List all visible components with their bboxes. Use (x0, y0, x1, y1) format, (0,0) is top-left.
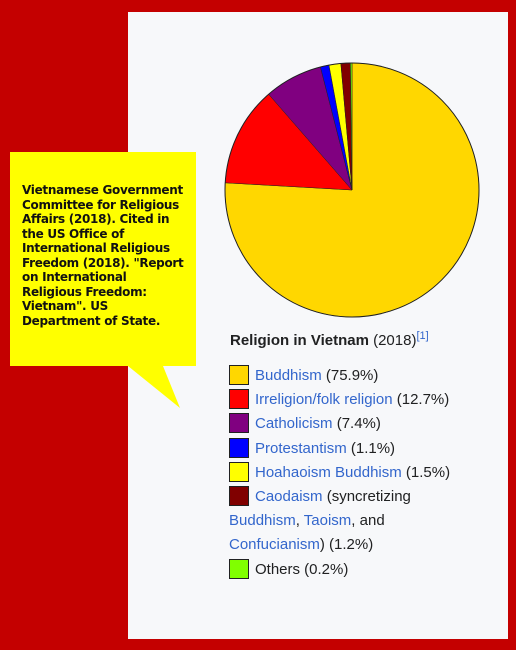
irreligion-link[interactable]: Irreligion/folk religion (255, 391, 393, 409)
chart-caption: Religion in Vietnam (2018)[1] (230, 330, 429, 349)
legend-item-buddhism: Buddhism (75.9%) (229, 364, 499, 388)
caption-title: Religion in Vietnam (230, 332, 369, 349)
caodaism-pct: ) (1.2%) (319, 536, 374, 554)
legend-item-caodaism-end: Confucianism) (1.2%) (229, 533, 499, 557)
legend-item-irreligion: Irreligion/folk religion (12.7%) (229, 388, 499, 412)
legend-swatch-buddhism (229, 365, 249, 385)
legend-swatch-protestantism (229, 437, 249, 458)
hoahao-pct: (1.5%) (401, 463, 451, 481)
catholicism-link[interactable]: Catholicism (255, 415, 333, 433)
hoahao-link[interactable]: Hoahaoism Buddhism (255, 463, 402, 481)
cao-buddhism-link[interactable]: Buddhism (229, 512, 296, 530)
caption-ref-link[interactable]: [1] (416, 330, 429, 342)
buddhism-pct: (75.9%) (321, 367, 379, 384)
comma-text: , (295, 512, 304, 530)
legend-item-catholicism: Catholicism (7.4%) (229, 412, 499, 436)
legend-swatch-caodaism (229, 486, 249, 507)
legend-swatch-hoahao (229, 461, 249, 482)
legend-item-caodaism: Caodaism (syncretizing (229, 485, 499, 509)
callout-text: Vietnamese Government Committee for Reli… (22, 183, 184, 328)
legend-swatch-others (229, 558, 249, 579)
religion-pie-chart (224, 62, 480, 318)
legend-swatch-irreligion (229, 389, 249, 410)
legend-item-hoahao: Hoahaoism Buddhism (1.5%) (229, 461, 499, 485)
caodaism-desc: (syncretizing (322, 488, 411, 506)
catholicism-pct: (7.4%) (332, 415, 381, 433)
legend-swatch-catholicism (229, 413, 249, 434)
irreligion-pct: (12.7%) (392, 391, 450, 409)
and-text: , and (351, 512, 385, 530)
protestantism-pct: (1.1%) (346, 439, 396, 457)
cao-taoism-link[interactable]: Taoism (303, 512, 352, 530)
buddhism-link[interactable]: Buddhism (255, 367, 322, 384)
callout-bubble (10, 152, 196, 408)
legend-item-protestantism: Protestantism (1.1%) (229, 437, 499, 461)
caption-year: (2018) (368, 332, 417, 349)
protestantism-link[interactable]: Protestantism (255, 439, 347, 457)
chart-legend: Buddhism (75.9%) Irreligion/folk religio… (229, 364, 499, 582)
others-label: Others (0.2%) (255, 560, 349, 578)
legend-item-others: Others (0.2%) (229, 558, 499, 582)
legend-item-caodaism-cont: Buddhism, Taoism, and (229, 509, 499, 533)
caodaism-link[interactable]: Caodaism (255, 488, 323, 506)
cao-confucianism-link[interactable]: Confucianism (229, 536, 320, 554)
